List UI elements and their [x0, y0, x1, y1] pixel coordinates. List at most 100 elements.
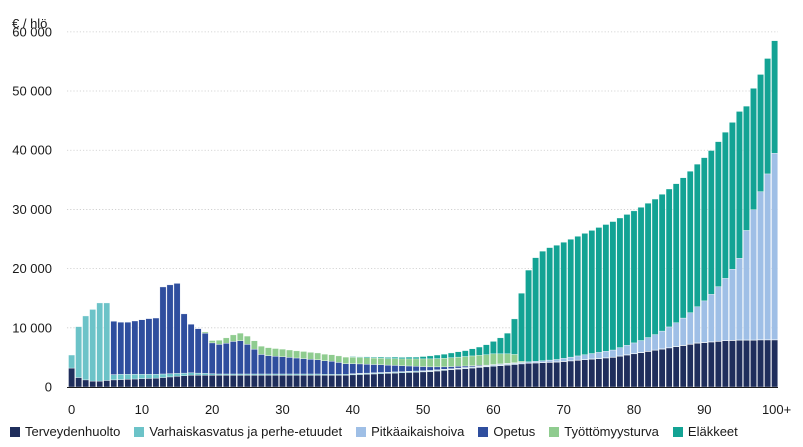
bar-segment: [462, 365, 469, 368]
y-tick-label: 50 000: [12, 84, 52, 99]
bar-segment: [377, 356, 385, 359]
bar-segment: [377, 364, 385, 373]
bar-segment: [349, 356, 357, 358]
bar-segment: [96, 302, 103, 382]
bar-segment: [201, 332, 209, 374]
bar-segment: [715, 341, 722, 388]
bar-segment: [356, 374, 364, 388]
bar-segment: [447, 352, 455, 358]
bar-segment: [658, 330, 666, 349]
bar-segment: [279, 348, 286, 357]
bar-segment: [384, 364, 392, 373]
bar-segment: [623, 214, 631, 346]
bar-segment: [574, 236, 582, 357]
bar-segment: [440, 366, 448, 370]
bar-segment: [546, 362, 553, 388]
y-tick-label: 20 000: [12, 261, 52, 276]
bar-segment: [398, 358, 406, 366]
bar-segment: [145, 378, 153, 388]
bar-segment: [623, 354, 631, 388]
bar-segment: [279, 356, 286, 375]
bar-segment: [384, 357, 392, 359]
bar-segment: [419, 356, 427, 360]
bar-segment: [511, 318, 518, 355]
bar-segment: [384, 358, 392, 366]
bar-segment: [363, 357, 371, 365]
bar-segment: [363, 374, 371, 388]
bar-segment: [462, 356, 469, 367]
bar-segment: [138, 319, 146, 375]
bars: [67, 40, 778, 388]
bar-segment: [708, 150, 715, 295]
bar-segment: [251, 348, 258, 375]
bar-segment: [736, 258, 743, 341]
bar-segment: [110, 374, 118, 381]
bar-segment: [462, 350, 469, 357]
bar-segment: [483, 344, 490, 355]
bar-segment: [426, 358, 434, 368]
bar-segment: [553, 245, 560, 360]
bar-segment: [391, 356, 399, 359]
bar-segment: [771, 40, 778, 154]
bar-segment: [194, 374, 202, 388]
bar-segment: [595, 352, 603, 359]
bar-segment: [391, 365, 399, 373]
bar-segment: [546, 359, 553, 363]
bar-segment: [539, 360, 546, 363]
bar-segment: [398, 357, 406, 360]
bar-segment: [693, 306, 701, 344]
bar-segment: [637, 352, 645, 388]
bar-segment: [419, 371, 427, 388]
bar-segment: [504, 353, 511, 364]
bar-segment: [215, 374, 223, 388]
bar-segment: [532, 361, 539, 363]
bar-segment: [363, 356, 371, 358]
bar-segment: [391, 372, 399, 388]
bar-segment: [138, 374, 146, 379]
y-tick-labels: 0 10 000 20 000 30 000 40 000 50 000 60 000: [12, 24, 52, 394]
bar-segment: [321, 360, 328, 375]
legend-swatch: [10, 426, 20, 437]
bar-segment: [222, 343, 230, 375]
y-tick-label: 0: [45, 380, 52, 395]
bar-segment: [117, 374, 125, 380]
bar-segment: [117, 379, 125, 388]
bar-segment: [103, 302, 111, 381]
legend-item: Opetus: [478, 424, 535, 439]
bar-segment: [462, 368, 469, 388]
bar-segment: [405, 356, 413, 360]
bar-segment: [293, 357, 300, 375]
bar-segment: [201, 331, 209, 334]
bar-segment: [440, 358, 448, 368]
bar-segment: [187, 324, 195, 373]
bar-segment: [518, 363, 525, 388]
bar-segment: [265, 374, 272, 388]
bar-segment: [412, 356, 420, 360]
bar-segment: [230, 373, 237, 376]
bar-segment: [736, 340, 743, 388]
bar-segment: [679, 317, 687, 346]
bar-segment: [686, 344, 694, 388]
bar-segment: [553, 361, 560, 388]
bar-segment: [602, 224, 610, 352]
bar-segment: [764, 339, 771, 388]
bar-segment: [230, 341, 237, 375]
bar-segment: [469, 367, 476, 388]
bar-segment: [588, 359, 596, 388]
bar-segment: [672, 322, 680, 347]
bar-segment: [715, 141, 722, 287]
bar-segment: [426, 366, 434, 371]
bar-segment: [708, 294, 715, 342]
bar-segment: [363, 364, 371, 374]
bar-segment: [497, 365, 504, 388]
bar-segment: [616, 356, 624, 388]
bar-segment: [567, 239, 575, 358]
bar-segment: [75, 326, 82, 378]
bar-segment: [328, 354, 335, 362]
bar-segment: [258, 373, 265, 376]
bar-segment: [370, 356, 378, 359]
bar-segment: [539, 362, 546, 388]
bar-segment: [637, 340, 645, 353]
bar-segment: [771, 339, 778, 388]
bar-segment: [757, 74, 764, 192]
